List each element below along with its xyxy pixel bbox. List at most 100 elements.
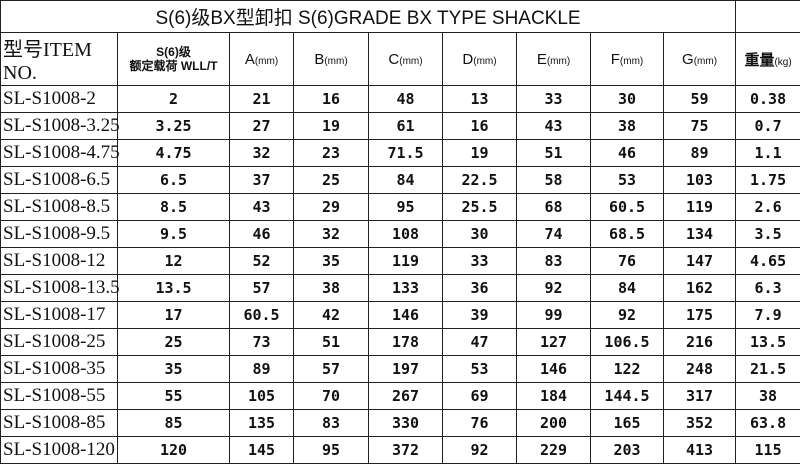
item-no-cell: SL-S1008-9.5	[1, 221, 118, 248]
value-cell: 84	[369, 167, 443, 194]
value-cell: 105	[230, 383, 294, 410]
value-cell: 92	[517, 275, 591, 302]
value-cell: 1.75	[736, 167, 800, 194]
value-cell: 1.1	[736, 140, 800, 167]
value-cell: 19	[294, 113, 369, 140]
value-cell: 8.5	[118, 194, 230, 221]
value-cell: 33	[517, 86, 591, 113]
value-cell: 55	[118, 383, 230, 410]
value-cell: 89	[230, 356, 294, 383]
value-cell: 27	[230, 113, 294, 140]
header-e: E(mm)	[517, 33, 591, 86]
value-cell: 2	[118, 86, 230, 113]
header-weight: 重量(kg)	[736, 33, 800, 86]
value-cell: 162	[664, 275, 736, 302]
item-no-cell: SL-S1008-6.5	[1, 167, 118, 194]
value-cell: 133	[369, 275, 443, 302]
value-cell: 68	[517, 194, 591, 221]
value-cell: 317	[664, 383, 736, 410]
table-title: S(6)级BX型卸扣 S(6)GRADE BX TYPE SHACKLE	[1, 1, 736, 33]
value-cell: 42	[294, 302, 369, 329]
value-cell: 25	[294, 167, 369, 194]
value-cell: 43	[230, 194, 294, 221]
value-cell: 30	[443, 221, 517, 248]
header-item-no: 型号ITEM NO.	[1, 33, 118, 86]
value-cell: 53	[443, 356, 517, 383]
value-cell: 36	[443, 275, 517, 302]
value-cell: 119	[664, 194, 736, 221]
value-cell: 92	[443, 437, 517, 464]
value-cell: 147	[664, 248, 736, 275]
value-cell: 95	[294, 437, 369, 464]
header-wll: S(6)级额定载荷 WLL/T	[118, 33, 230, 86]
item-no-cell: SL-S1008-2	[1, 86, 118, 113]
item-no-cell: SL-S1008-35	[1, 356, 118, 383]
value-cell: 21	[230, 86, 294, 113]
item-no-cell: SL-S1008-120	[1, 437, 118, 464]
item-no-cell: SL-S1008-4.75	[1, 140, 118, 167]
header-c: C(mm)	[369, 33, 443, 86]
item-no-cell: SL-S1008-8.5	[1, 194, 118, 221]
value-cell: 175	[664, 302, 736, 329]
value-cell: 73	[230, 329, 294, 356]
value-cell: 4.65	[736, 248, 800, 275]
value-cell: 48	[369, 86, 443, 113]
value-cell: 39	[443, 302, 517, 329]
header-f: F(mm)	[591, 33, 664, 86]
item-no-cell: SL-S1008-25	[1, 329, 118, 356]
value-cell: 32	[294, 221, 369, 248]
value-cell: 4.75	[118, 140, 230, 167]
item-no-cell: SL-S1008-55	[1, 383, 118, 410]
value-cell: 184	[517, 383, 591, 410]
value-cell: 32	[230, 140, 294, 167]
value-cell: 75	[664, 113, 736, 140]
value-cell: 127	[517, 329, 591, 356]
value-cell: 119	[369, 248, 443, 275]
value-cell: 57	[294, 356, 369, 383]
value-cell: 76	[443, 410, 517, 437]
value-cell: 92	[591, 302, 664, 329]
value-cell: 51	[517, 140, 591, 167]
value-cell: 330	[369, 410, 443, 437]
value-cell: 372	[369, 437, 443, 464]
value-cell: 13	[443, 86, 517, 113]
value-cell: 84	[591, 275, 664, 302]
value-cell: 38	[736, 383, 800, 410]
value-cell: 30	[591, 86, 664, 113]
value-cell: 52	[230, 248, 294, 275]
value-cell: 9.5	[118, 221, 230, 248]
value-cell: 69	[443, 383, 517, 410]
value-cell: 51	[294, 329, 369, 356]
value-cell: 29	[294, 194, 369, 221]
value-cell: 23	[294, 140, 369, 167]
value-cell: 25.5	[443, 194, 517, 221]
value-cell: 197	[369, 356, 443, 383]
value-cell: 2.6	[736, 194, 800, 221]
header-wll-line1: S(6)级	[156, 45, 191, 59]
value-cell: 146	[369, 302, 443, 329]
value-cell: 60.5	[591, 194, 664, 221]
value-cell: 76	[591, 248, 664, 275]
value-cell: 53	[591, 167, 664, 194]
value-cell: 16	[294, 86, 369, 113]
value-cell: 144.5	[591, 383, 664, 410]
value-cell: 135	[230, 410, 294, 437]
value-cell: 71.5	[369, 140, 443, 167]
value-cell: 38	[591, 113, 664, 140]
value-cell: 106.5	[591, 329, 664, 356]
value-cell: 57	[230, 275, 294, 302]
value-cell: 22.5	[443, 167, 517, 194]
value-cell: 3.5	[736, 221, 800, 248]
value-cell: 17	[118, 302, 230, 329]
